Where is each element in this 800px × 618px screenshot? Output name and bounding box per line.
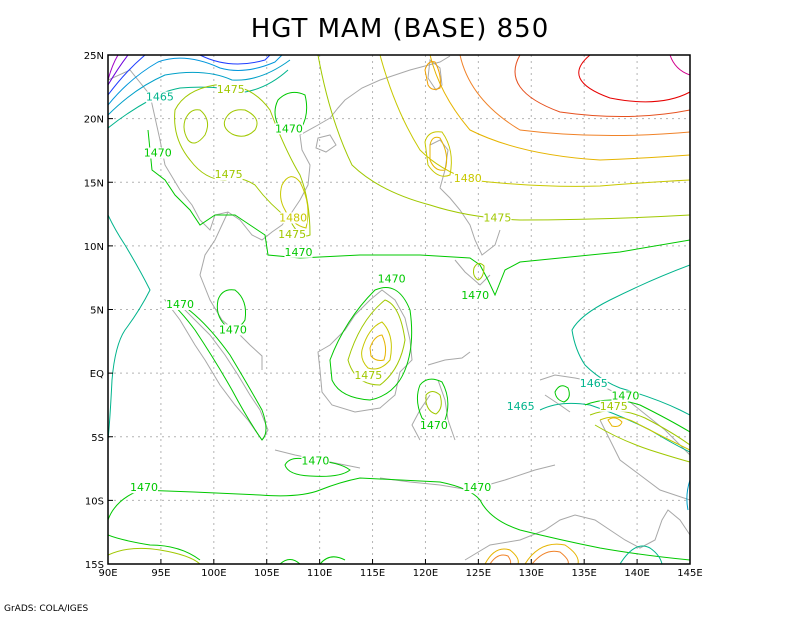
contour-1470-sulawesi (417, 379, 447, 423)
tick-label-lat: 10S (85, 496, 104, 507)
tick-label-lon: 120E (413, 568, 438, 579)
credit-label: GrADS: COLA/IGES (4, 604, 88, 614)
contour-1470-sumatra (168, 300, 266, 440)
coastline-layer (108, 56, 690, 560)
contour-label: 1475 (278, 228, 306, 241)
contour-1470-malay (217, 290, 245, 328)
contour-1470-borneo (330, 288, 412, 401)
contour-label: 1480 (454, 172, 482, 185)
contour-labels: 1465 1475 1470 1470 1475 1480 1480 1475 1475 1470… (130, 83, 639, 494)
contour-label: 1470 (461, 289, 489, 302)
contour-label: 1475 (217, 83, 245, 96)
tick-label-lon: 135E (571, 568, 596, 579)
coast-borneo (318, 290, 412, 412)
contour-label: 1465 (146, 91, 174, 104)
contour-layer (108, 55, 690, 564)
contour-1505 (670, 55, 690, 75)
tick-label-lat: 5S (91, 433, 104, 444)
contour-label: 1465 (507, 400, 535, 413)
grid-lines (108, 55, 690, 564)
contour-label: 1470 (275, 122, 303, 135)
tick-label-lat: 15S (85, 560, 104, 571)
contour-1485 (430, 55, 690, 160)
tick-label-lon: 125E (466, 568, 491, 579)
tick-label-lon: 140E (624, 568, 649, 579)
contour-1465-west (108, 215, 150, 440)
contour-label: 1470 (463, 481, 491, 494)
contour-loop-s3 (525, 544, 578, 564)
contour-1485-ng (608, 418, 622, 427)
tick-label-lon: 110E (307, 568, 332, 579)
tick-label-lat: 20N (84, 115, 104, 126)
coast-hainan (316, 135, 336, 152)
contour-1470-ng-loop (555, 386, 569, 402)
contour-1480-band (380, 55, 690, 186)
tick-label-lat: 15N (84, 178, 104, 189)
contour-label: 1475 (215, 168, 243, 181)
contour-label: 1475 (483, 211, 511, 224)
contour-loop-s2 (490, 555, 511, 564)
tick-label-lon: 115E (360, 568, 385, 579)
contour-label: 1470 (219, 323, 247, 336)
coast-australia (465, 510, 690, 560)
contour-1490 (460, 55, 690, 136)
tick-label-lat: 10N (84, 242, 104, 253)
contour-1470-south (108, 478, 690, 560)
contour-loop-s1 (485, 549, 518, 564)
plot-frame (108, 55, 690, 564)
tick-label-lon: 105E (254, 568, 279, 579)
contour-1475-loop2 (224, 110, 257, 137)
coast-sumatra (165, 300, 268, 440)
contour-loop-s4 (532, 551, 568, 564)
contour-loop-s5 (280, 557, 345, 564)
contour-label: 1470 (144, 147, 172, 160)
contour-loop-s6 (620, 546, 662, 564)
contour-label: 1470 (420, 419, 448, 432)
tick-label-lon: 130E (519, 568, 544, 579)
contour-label: 1470 (378, 273, 406, 286)
contour-label: 1465 (580, 377, 608, 390)
tick-label-lon: 145E (677, 568, 702, 579)
contour-label: 1475 (354, 369, 382, 382)
contour-label: 1470 (301, 454, 329, 467)
contour-label: 1475 (600, 400, 628, 413)
contour-1475-band (318, 55, 690, 220)
contour-label: 1470 (130, 481, 158, 494)
contour-1480-borneo (362, 322, 392, 369)
tick-label-lon: 95E (151, 568, 170, 579)
tick-label-lat: 5N (90, 306, 104, 317)
contour-label: 1470 (284, 246, 312, 259)
contour-label: 1480 (279, 211, 307, 224)
tick-label-lon: 100E (201, 568, 226, 579)
contour-1475-loop1 (184, 110, 208, 143)
contour-1475-sulawesi (426, 392, 441, 415)
tick-label-lat: 25N (84, 51, 104, 62)
contour-1475-south (108, 548, 200, 564)
tick-label-lat: EQ (90, 369, 104, 380)
contour-1495 (515, 55, 690, 117)
contour-label: 1470 (166, 298, 194, 311)
